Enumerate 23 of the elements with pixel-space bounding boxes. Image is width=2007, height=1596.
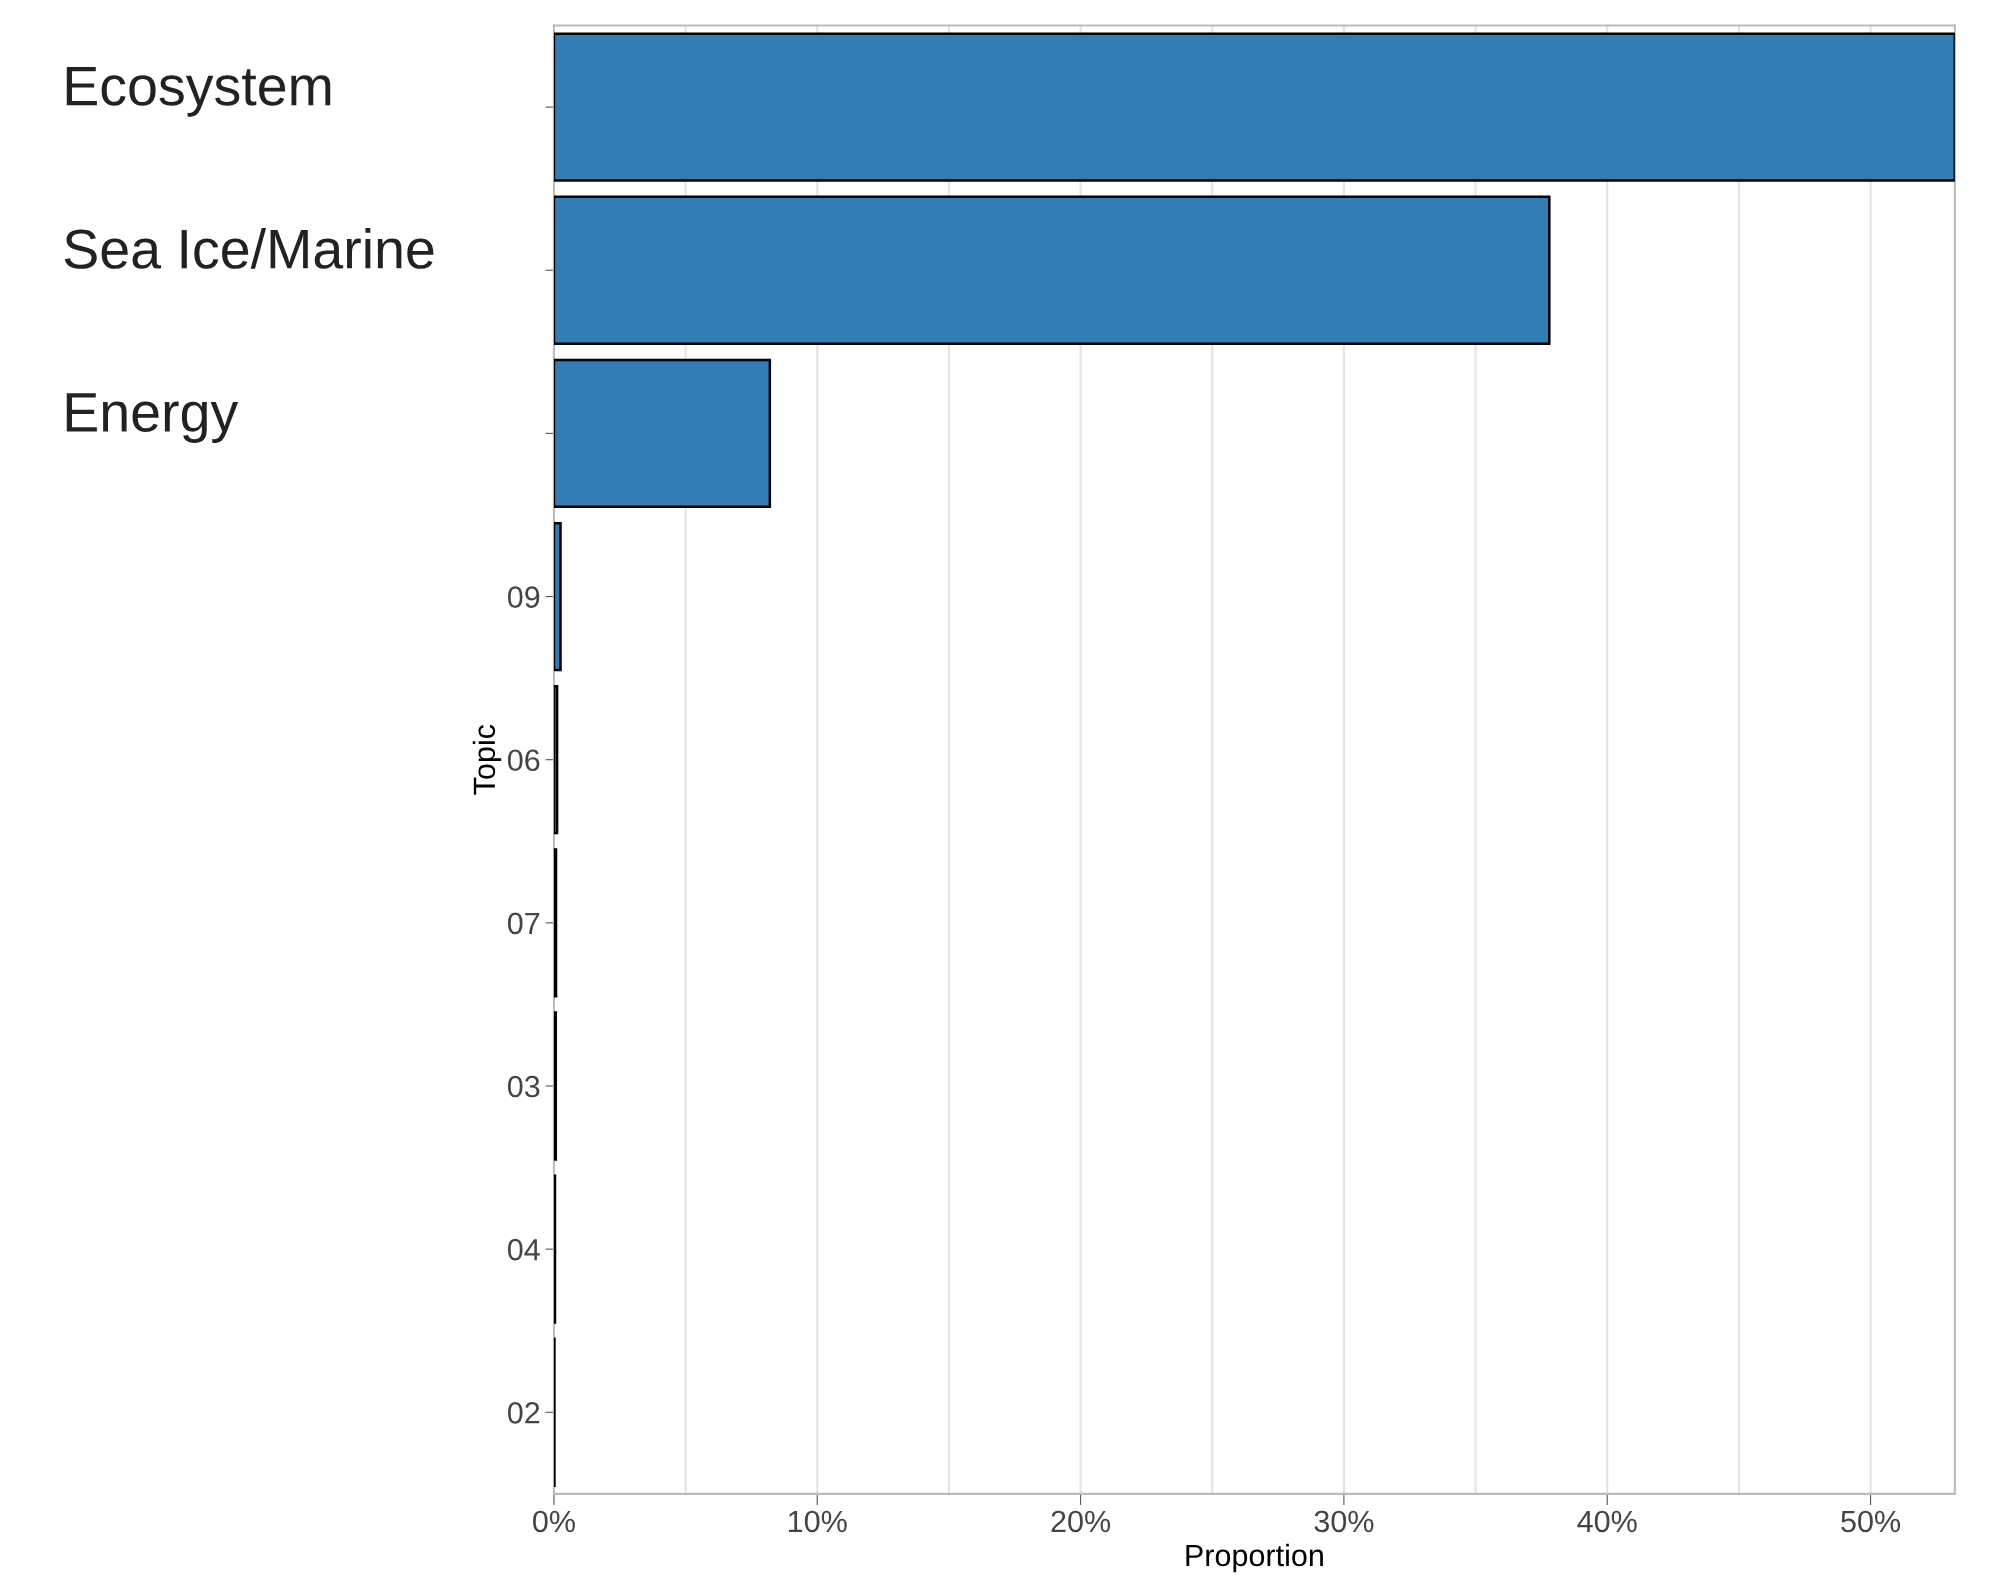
x-tick-label: 50% — [1841, 1510, 1901, 1533]
bar — [553, 32, 1955, 182]
y-tick-label: 06 — [507, 749, 540, 772]
x-tick-label: 10% — [789, 1510, 847, 1533]
y-tick-label: 02 — [507, 1402, 540, 1424]
x-tick-label: 40% — [1577, 1510, 1637, 1533]
y-tick-label: Ecosystem — [66, 66, 331, 117]
x-tick-label: 20% — [1051, 1510, 1111, 1533]
bar — [553, 195, 1551, 345]
x-tick-label: 0% — [533, 1510, 575, 1533]
y-axis-title: Topic — [472, 724, 502, 795]
bar — [553, 848, 558, 998]
bar — [553, 358, 772, 509]
bar — [553, 521, 562, 672]
y-tick-label: Energy — [66, 393, 239, 443]
bar — [553, 685, 559, 835]
x-tick-label: 30% — [1314, 1510, 1374, 1533]
y-tick-label: 09 — [507, 586, 540, 608]
x-axis-title: Proportion — [1186, 1543, 1323, 1573]
y-tick-label: 07 — [507, 912, 540, 935]
y-tick-label: Sea Ice/Marine — [64, 228, 434, 269]
y-tick-label: 04 — [507, 1238, 540, 1261]
y-tick-label: 03 — [507, 1075, 540, 1098]
